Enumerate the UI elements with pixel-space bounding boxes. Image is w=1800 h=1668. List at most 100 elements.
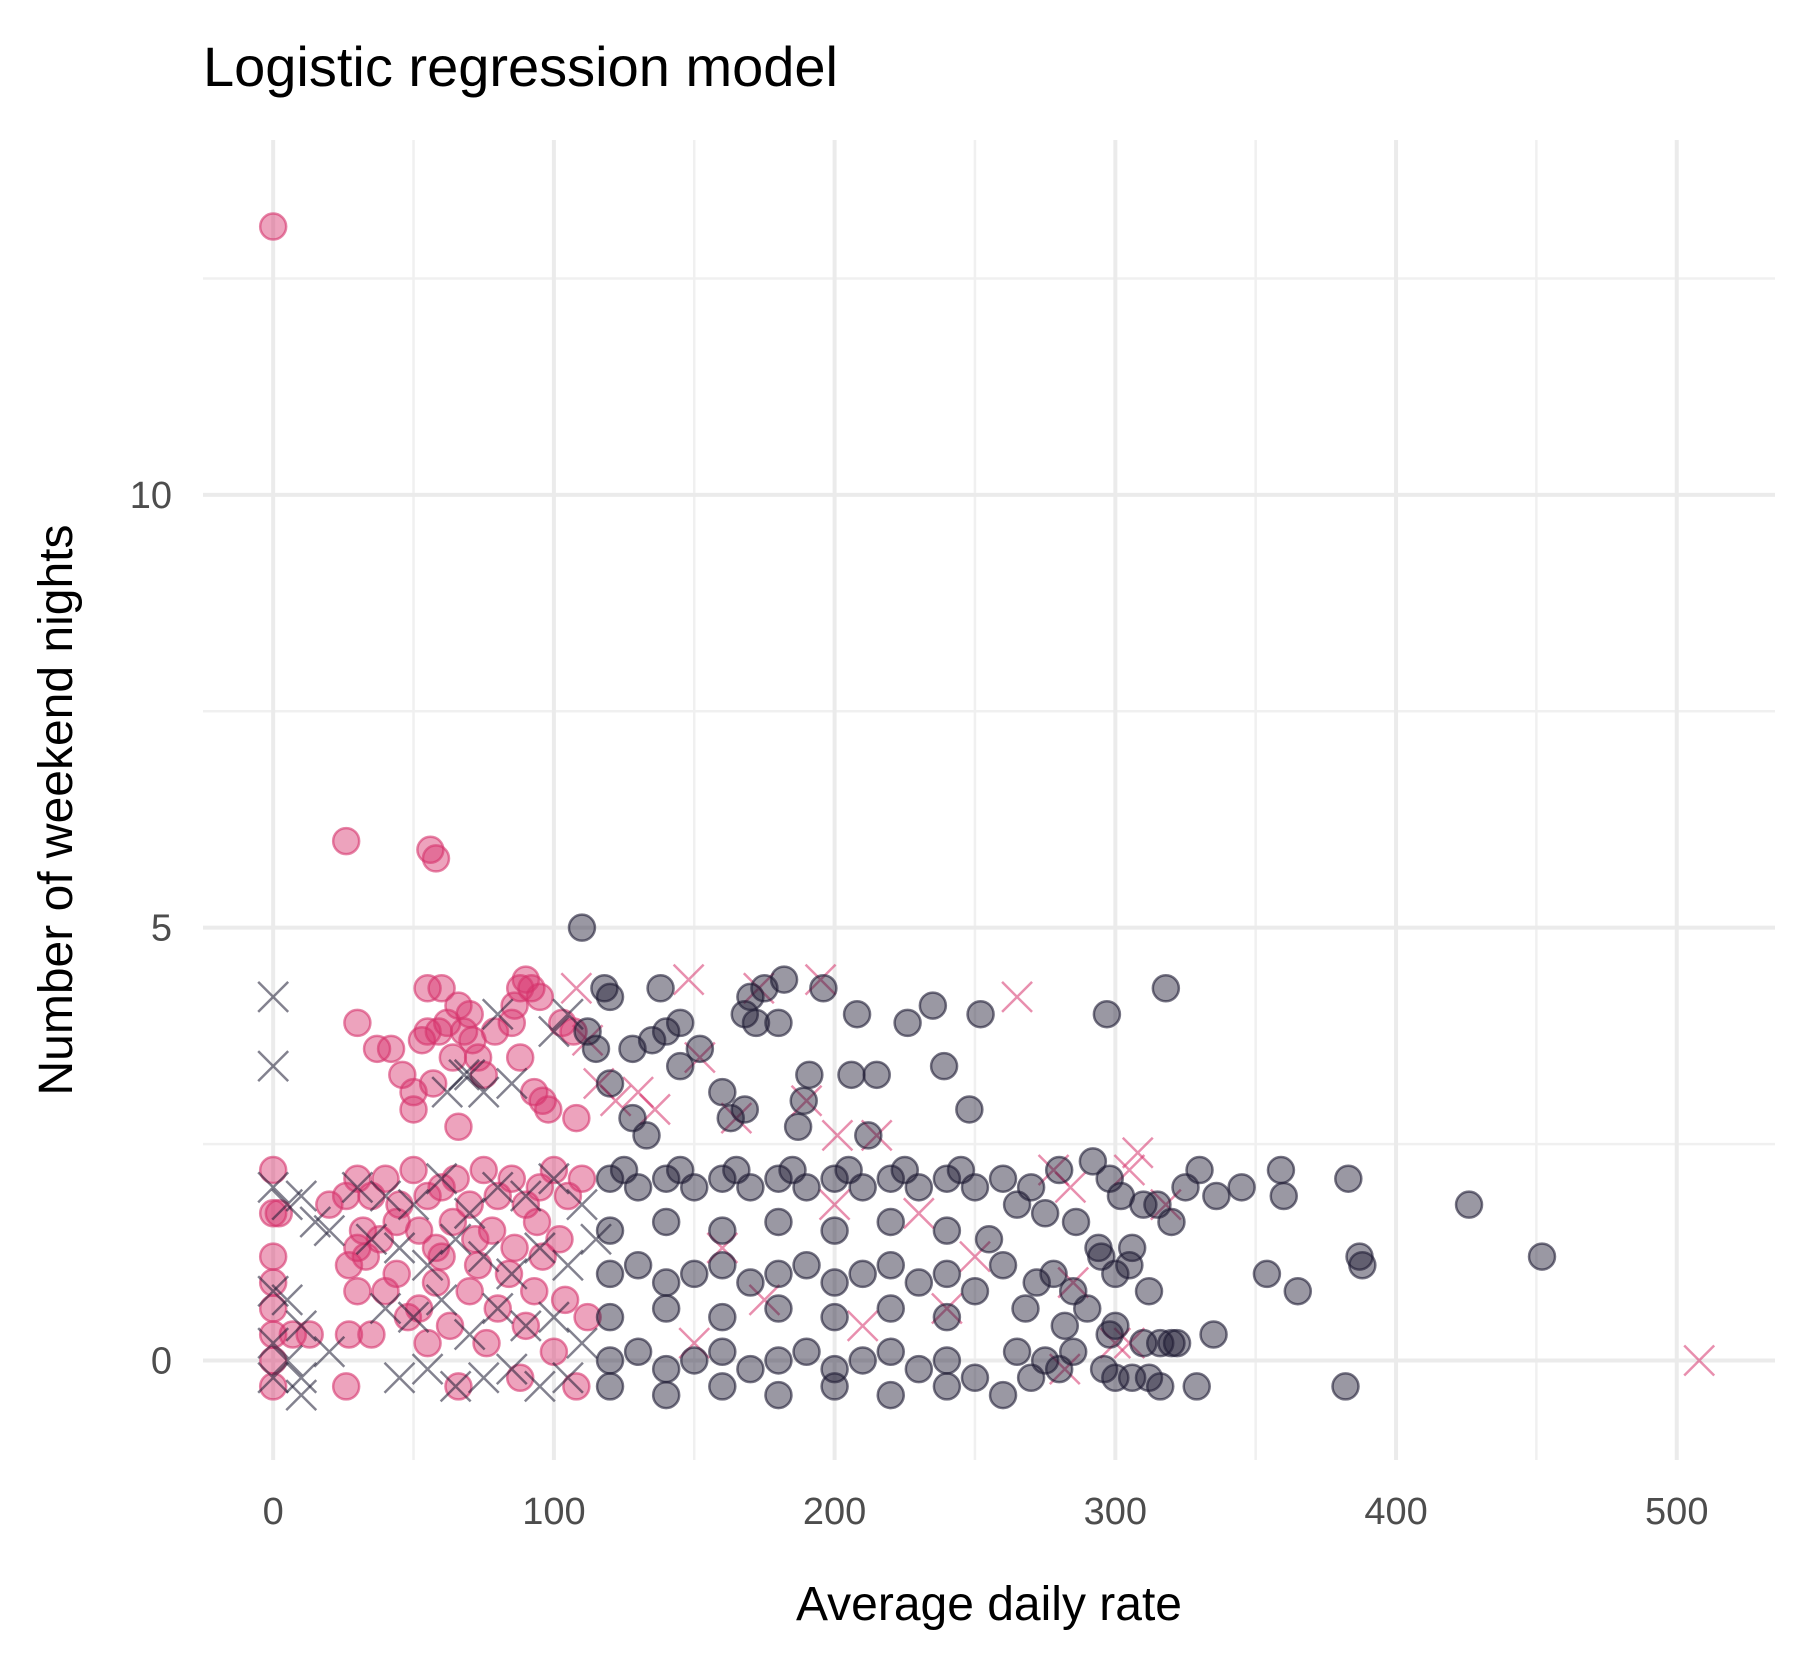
data-point-navy-circle xyxy=(820,1216,849,1245)
data-point-navy-cross xyxy=(285,1180,318,1212)
data-point-navy-circle xyxy=(595,1216,625,1245)
data-point-navy-circle xyxy=(1202,1181,1231,1211)
data-point-navy-circle xyxy=(567,913,597,942)
data-point-pink-circle xyxy=(444,1372,473,1401)
data-point-navy-circle xyxy=(680,1259,709,1289)
data-point-navy-cross xyxy=(397,1188,430,1221)
data-point-navy-circle xyxy=(1050,1311,1080,1341)
data-point-navy-circle xyxy=(1101,1311,1130,1341)
data-point-pink-circle xyxy=(399,1155,428,1185)
data-point-navy-circle xyxy=(595,1164,625,1193)
data-point-navy-circle xyxy=(722,1155,751,1185)
data-point-navy-cross xyxy=(448,1058,480,1091)
data-point-pink-circle xyxy=(418,1069,448,1098)
data-point-pink-circle xyxy=(399,1095,428,1124)
data-point-navy-circle xyxy=(904,1268,934,1297)
data-point-navy-circle xyxy=(1117,1233,1147,1263)
data-point-navy-circle xyxy=(1454,1190,1484,1219)
data-point-navy-circle xyxy=(842,999,872,1029)
data-point-navy-circle xyxy=(1115,1250,1144,1280)
data-point-pink-circle xyxy=(455,999,484,1029)
data-point-navy-circle xyxy=(651,1017,681,1046)
data-point-navy-circle xyxy=(1058,1337,1088,1367)
data-point-pink-circle xyxy=(357,1320,386,1349)
data-point-pink-circle xyxy=(573,1302,602,1332)
data-point-navy-circle xyxy=(736,1268,765,1297)
data-point-navy-cross xyxy=(467,1361,500,1394)
data-point-navy-cross xyxy=(271,1344,304,1377)
x-tick-label: 100 xyxy=(522,1491,585,1533)
data-point-navy-circle xyxy=(932,1372,962,1401)
data-point-navy-circle xyxy=(918,991,948,1020)
data-point-navy-circle xyxy=(637,1025,667,1055)
data-point-navy-circle xyxy=(1061,1207,1091,1237)
data-point-navy-circle xyxy=(708,1250,737,1280)
data-point-pink-circle xyxy=(500,1233,529,1263)
data-point-pink-circle xyxy=(494,1259,524,1289)
data-point-pink-cross xyxy=(599,1084,632,1117)
data-point-pink-circle xyxy=(469,1155,498,1185)
data-point-pink-circle xyxy=(334,1250,364,1280)
data-point-pink-circle xyxy=(522,1207,552,1237)
data-point-navy-circle xyxy=(837,1060,866,1090)
data-point-navy-circle xyxy=(595,1372,625,1401)
data-point-navy-cross xyxy=(411,1353,444,1385)
data-point-navy-circle xyxy=(974,1225,1004,1254)
data-point-navy-cross xyxy=(509,1180,542,1212)
data-point-navy-cross xyxy=(566,1188,598,1221)
data-point-navy-cross xyxy=(523,1232,556,1264)
data-point-navy-cross xyxy=(313,1214,346,1247)
data-point-navy-circle xyxy=(876,1164,905,1193)
data-point-navy-circle xyxy=(848,1259,877,1289)
data-point-navy-circle xyxy=(769,965,799,994)
data-point-navy-circle xyxy=(778,1155,807,1185)
data-point-navy-cross xyxy=(369,1292,402,1325)
data-point-pink-circle xyxy=(404,1216,434,1245)
data-point-pink-circle xyxy=(404,1294,434,1323)
data-point-navy-circle xyxy=(792,1250,821,1280)
data-point-navy-cross xyxy=(481,1292,514,1325)
data-point-navy-cross xyxy=(285,1309,318,1342)
data-point-navy-cross xyxy=(257,1171,290,1204)
data-point-navy-circle xyxy=(1266,1155,1296,1185)
data-point-navy-circle xyxy=(708,1164,737,1193)
data-point-navy-cross xyxy=(509,1309,542,1342)
data-point-pink-cross xyxy=(683,1041,716,1074)
data-point-navy-cross xyxy=(566,1327,598,1360)
data-point-pink-circle xyxy=(382,1259,411,1289)
data-point-navy-cross xyxy=(453,1318,486,1351)
x-tick-label: 300 xyxy=(1084,1491,1147,1533)
data-point-navy-circle xyxy=(876,1380,905,1410)
data-point-pink-circle xyxy=(421,844,451,873)
data-point-navy-circle xyxy=(1087,1242,1116,1271)
data-point-pink-circle xyxy=(550,1285,580,1315)
data-point-navy-circle xyxy=(1092,999,1122,1029)
y-tick-label: 5 xyxy=(151,908,172,950)
data-point-navy-circle xyxy=(764,1346,793,1375)
data-point-navy-circle xyxy=(854,1121,883,1150)
x-tick-label: 500 xyxy=(1645,1491,1708,1533)
data-point-navy-circle xyxy=(651,1207,681,1237)
data-point-navy-cross xyxy=(495,1067,528,1100)
data-point-navy-circle xyxy=(1011,1294,1040,1323)
data-point-navy-circle xyxy=(820,1302,849,1332)
data-point-pink-circle xyxy=(413,1328,442,1358)
data-point-navy-circle xyxy=(988,1164,1018,1193)
data-point-pink-cross xyxy=(1057,1266,1090,1299)
data-point-navy-circle xyxy=(764,1207,793,1237)
data-point-pink-cross xyxy=(1683,1344,1716,1377)
x-tick-label: 200 xyxy=(803,1491,866,1533)
data-point-navy-circle xyxy=(1162,1328,1192,1358)
chart-title: Logistic regression model xyxy=(203,35,838,98)
data-point-navy-circle xyxy=(1527,1242,1557,1271)
data-point-navy-circle xyxy=(1157,1207,1186,1237)
data-point-navy-cross xyxy=(285,1379,318,1411)
data-point-pink-circle xyxy=(567,1164,597,1193)
y-tick-label: 10 xyxy=(130,475,172,517)
data-point-navy-circle xyxy=(809,974,838,1003)
y-tick-label: 0 xyxy=(151,1340,172,1382)
data-point-navy-circle xyxy=(595,1302,625,1332)
data-point-pink-circle xyxy=(477,1216,507,1245)
data-point-pink-circle xyxy=(525,982,555,1012)
data-point-navy-circle xyxy=(1134,1276,1164,1306)
